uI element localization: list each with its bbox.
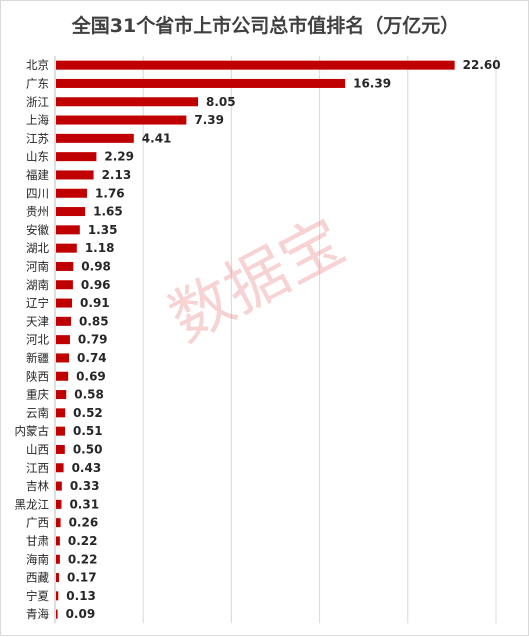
data-label: 7.39: [194, 113, 224, 127]
bar: [56, 78, 346, 88]
category-label: 新疆: [26, 351, 49, 365]
category-label: 辽宁: [26, 296, 49, 310]
category-label: 甘肃: [26, 534, 49, 548]
bar: [56, 390, 67, 400]
data-label: 0.96: [81, 278, 111, 292]
category-label: 宁夏: [26, 589, 49, 603]
data-label: 22.60: [463, 58, 501, 72]
bar: [56, 609, 58, 619]
data-label: 0.51: [73, 424, 103, 438]
category-label: 天津: [26, 314, 49, 328]
category-label: 河南: [26, 259, 49, 273]
bar: [56, 408, 66, 418]
data-label: 0.98: [81, 259, 111, 273]
bar: [56, 207, 86, 217]
data-label: 0.79: [78, 333, 108, 347]
bar: [56, 280, 73, 290]
category-label: 湖南: [26, 278, 49, 292]
bar: [56, 499, 62, 509]
category-label: 海南: [26, 552, 49, 566]
category-label: 陕西: [26, 369, 49, 383]
category-label: 江西: [26, 461, 49, 475]
data-label: 0.17: [67, 571, 97, 585]
data-label: 0.91: [80, 296, 110, 310]
category-label: 山东: [26, 150, 49, 164]
bar: [56, 426, 65, 436]
bar: [56, 444, 65, 454]
category-label: 云南: [26, 406, 49, 420]
data-label: 0.13: [66, 589, 96, 603]
bar: [56, 554, 60, 564]
category-label: 广西: [26, 516, 49, 530]
data-label: 0.22: [68, 534, 98, 548]
bar: [56, 298, 73, 308]
bar: [56, 225, 80, 235]
data-label: 0.26: [69, 516, 99, 530]
category-label: 四川: [26, 186, 49, 200]
category-label: 西藏: [26, 571, 49, 585]
bar: [56, 170, 94, 180]
data-label: 1.65: [93, 205, 123, 219]
bar: [56, 591, 59, 601]
data-label: 0.74: [77, 351, 107, 365]
data-label: 0.31: [69, 497, 99, 511]
category-label: 内蒙古: [15, 424, 50, 438]
data-label: 1.35: [88, 223, 118, 237]
bar: [56, 353, 70, 363]
data-label: 16.39: [353, 76, 391, 90]
data-label: 4.41: [142, 131, 172, 145]
category-label: 黑龙江: [15, 497, 50, 511]
data-label: 8.05: [206, 95, 236, 109]
bar: [56, 133, 134, 143]
bar: [56, 335, 70, 345]
data-label: 0.33: [70, 479, 100, 493]
data-label: 0.52: [73, 406, 103, 420]
data-label: 0.22: [68, 552, 98, 566]
category-label: 福建: [26, 168, 49, 182]
category-label: 北京: [26, 58, 49, 72]
category-label: 重庆: [26, 388, 49, 402]
category-label: 贵州: [26, 205, 49, 219]
category-label: 河北: [26, 333, 49, 347]
data-label: 2.13: [102, 168, 132, 182]
data-label: 0.50: [73, 442, 103, 456]
data-label: 0.69: [76, 369, 106, 383]
bar: [56, 371, 69, 381]
bar: [56, 97, 199, 107]
data-label: 1.76: [95, 186, 125, 200]
bar: [56, 261, 74, 271]
chart-title: 全国31个省市上市公司总市值排名（万亿元）: [71, 15, 460, 37]
bar: [56, 60, 455, 70]
bar: [56, 316, 71, 326]
data-label: 0.85: [79, 314, 109, 328]
category-label: 安徽: [26, 223, 49, 237]
bar: [56, 481, 62, 491]
data-label: 0.09: [66, 607, 96, 621]
category-label: 青海: [26, 607, 49, 621]
category-label: 湖北: [26, 241, 49, 255]
bar: [56, 243, 77, 253]
category-label: 广东: [26, 76, 49, 90]
category-label: 江苏: [26, 131, 49, 145]
data-label: 2.29: [104, 150, 134, 164]
bar: [56, 115, 187, 125]
bar: [56, 152, 97, 162]
bar: [56, 188, 88, 198]
category-label: 浙江: [26, 95, 49, 109]
bar: [56, 463, 64, 473]
bar: [56, 518, 61, 528]
category-label: 上海: [26, 113, 49, 127]
data-label: 1.18: [85, 241, 115, 255]
category-label: 吉林: [26, 479, 49, 493]
data-label: 0.43: [72, 461, 102, 475]
bar: [56, 536, 60, 546]
data-label: 0.58: [74, 388, 104, 402]
category-label: 山西: [26, 442, 49, 456]
bar: [56, 573, 59, 583]
